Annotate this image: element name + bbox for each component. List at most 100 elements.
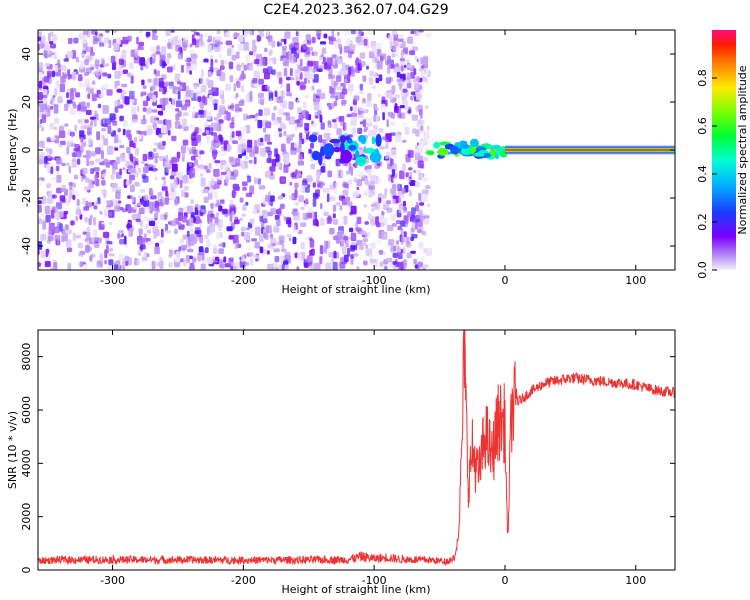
spectrogram-cell (103, 37, 110, 44)
spectrogram-cell (183, 42, 187, 51)
spectrogram-cell (87, 127, 92, 135)
spectrogram-blob (371, 136, 376, 145)
spectrogram-cell (336, 128, 342, 136)
spectrogram-cell (333, 41, 339, 50)
spectrogram-cell (71, 159, 77, 168)
spectrogram-tone-start (450, 145, 460, 155)
spectrogram-cell (267, 154, 272, 163)
spectrogram-cell (94, 243, 100, 248)
spectrogram-cell (386, 207, 393, 213)
spectrogram-cell (231, 190, 236, 198)
spectrogram-cell (284, 264, 289, 270)
spectrogram-cell (303, 40, 308, 44)
spectrogram-cell (84, 216, 88, 223)
spectrogram-cell (288, 116, 295, 125)
spectrogram-cell (333, 100, 338, 107)
spectrogram-cell (199, 212, 204, 217)
spectrogram-cell (38, 73, 42, 81)
spectrogram-cell (312, 36, 316, 44)
spectrogram-cell (290, 172, 297, 178)
spectrogram-cell (231, 44, 235, 48)
spectrogram-cell (330, 95, 336, 99)
spectrogram-cell (283, 67, 288, 77)
spectrogram-cell (277, 108, 284, 115)
spectrogram-cell (69, 182, 72, 190)
spectrogram-cell (126, 147, 131, 154)
spectrogram-cell (141, 79, 145, 86)
spectrogram-cell (305, 111, 309, 120)
spectrogram-cell (253, 70, 260, 80)
spectrogram-cell (346, 170, 351, 175)
spectrogram-cell (152, 32, 156, 37)
spectrogram-cell (356, 265, 360, 270)
spectrogram-cell (242, 143, 247, 152)
spectrogram-cell (62, 227, 66, 236)
spectrogram-cell (235, 157, 241, 166)
spectrogram-cell (66, 142, 73, 148)
spectrogram-cell (239, 197, 244, 203)
spectrogram-cell (123, 120, 128, 128)
spectrogram-cell (96, 264, 100, 268)
spectrogram-cell (238, 154, 243, 159)
spectrogram-cell (403, 258, 407, 267)
spectrogram-cell (231, 131, 235, 138)
spectrogram-cell (80, 125, 87, 130)
spectrogram-cell (161, 104, 166, 111)
spectrogram-cell (273, 248, 280, 253)
spectrogram-cell (248, 251, 254, 257)
spectrogram-cell (110, 174, 115, 180)
spectrogram-cell (253, 156, 257, 165)
spectrogram-cell (350, 232, 357, 242)
spectrogram-cell (279, 122, 285, 129)
spectrogram-cell (299, 58, 303, 68)
spectrogram-cell (259, 234, 264, 243)
spectrogram-cell (109, 248, 114, 252)
spectrogram-cell (82, 154, 87, 158)
spectrogram-cell (194, 159, 199, 166)
spectrogram-cell (349, 91, 353, 97)
spectrogram-cell (50, 31, 54, 37)
spectrogram-cell (425, 185, 431, 189)
spectrogram-cell (58, 210, 64, 218)
spectrogram-cell (355, 227, 362, 232)
spectrogram-cell (159, 240, 165, 244)
spectrogram-cell (162, 86, 166, 95)
spectrogram-cell (181, 152, 185, 160)
spectrogram-cell (422, 230, 427, 237)
spectrogram-cell (359, 52, 366, 59)
spectrogram-cell (338, 44, 342, 50)
spectrogram-cell (90, 168, 95, 174)
spectrogram-cell (179, 85, 183, 90)
spectrogram-cell (247, 247, 251, 251)
spectrogram-cell (108, 259, 114, 266)
spectrogram-cell (342, 246, 347, 255)
spectrogram-cell (397, 184, 401, 189)
spectrogram-cell (320, 122, 325, 130)
spectrogram-cell (271, 159, 277, 167)
spectrogram-cell (316, 31, 321, 38)
spectrogram-cell (378, 215, 384, 223)
spectrogram-cell (357, 127, 363, 134)
spectrogram-cell (319, 245, 324, 255)
spectrogram-cell (181, 189, 185, 198)
spectrogram-cell (238, 100, 244, 106)
spectrogram-cell (128, 169, 131, 173)
spectrogram-cell (396, 198, 399, 204)
spectrogram-cell (374, 62, 377, 69)
spectrogram-cell (335, 92, 342, 100)
spectrogram-cell (291, 47, 297, 54)
spectrogram-cell (70, 87, 77, 93)
spectrogram-cell (60, 64, 67, 71)
spectrogram-cell (115, 156, 120, 165)
spectrogram-cell (345, 37, 352, 45)
spectrogram-cell (358, 30, 363, 35)
spectrogram-cell (113, 264, 119, 270)
spectrogram-cell (391, 223, 397, 227)
spectrogram-cell (155, 51, 161, 55)
spectrogram-cell (65, 229, 72, 234)
spectrogram-cell (192, 106, 196, 115)
spectrogram-cell (197, 96, 202, 102)
spectrogram-cell (106, 89, 113, 96)
spectrogram-cell (344, 78, 348, 86)
spectrogram-cell (154, 210, 159, 219)
